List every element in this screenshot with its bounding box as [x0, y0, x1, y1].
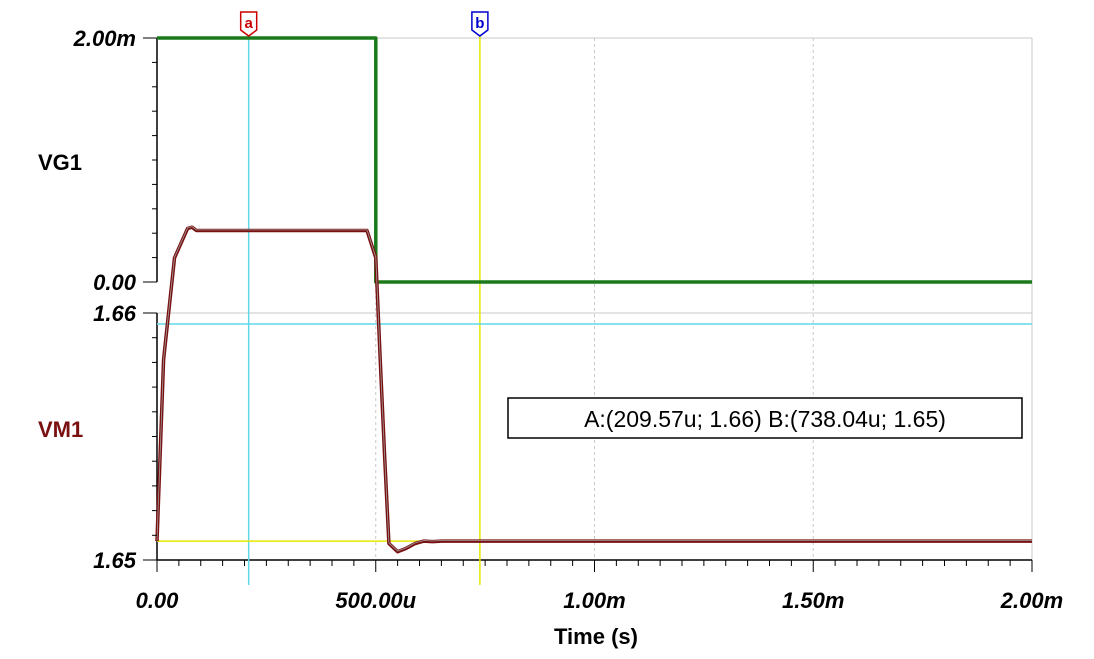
cursor-b-flag-shape: [471, 11, 489, 37]
vg1-trace: [157, 36, 1032, 284]
x-axis-title: Time (s): [554, 624, 638, 649]
vm1-y-tick-label: 1.65: [93, 548, 137, 573]
vm1-y-tick-label: 1.66: [93, 301, 137, 326]
x-tick-label: 0.00: [136, 588, 180, 613]
cursor-b-flag[interactable]: b: [471, 11, 489, 37]
x-tick-label: 500.00u: [335, 588, 416, 613]
x-tick-label: 2.00m: [1000, 588, 1063, 613]
vg1-y-tick-label: 0.00: [93, 270, 137, 295]
vg1-signal-label: VG1: [38, 150, 82, 175]
cursor-a-flag[interactable]: a: [239, 11, 258, 37]
vm1-trace-highlight: [156, 226, 1032, 552]
cursor-readout-text: A:(209.57u; 1.66) B:(738.04u; 1.65): [584, 406, 946, 432]
cursor-a-flag-label: a: [245, 15, 254, 32]
cursor-a-flag-shape: [239, 11, 258, 37]
x-tick-label: 1.50m: [782, 588, 844, 613]
cursor-b-flag-label: b: [475, 15, 484, 32]
vm1-signal-label: VM1: [38, 417, 83, 442]
cursor-readout-box: A:(209.57u; 1.66) B:(738.04u; 1.65): [507, 397, 1023, 439]
vg1-y-tick-label: 2.00m: [73, 26, 136, 51]
x-tick-label: 1.00m: [563, 588, 625, 613]
